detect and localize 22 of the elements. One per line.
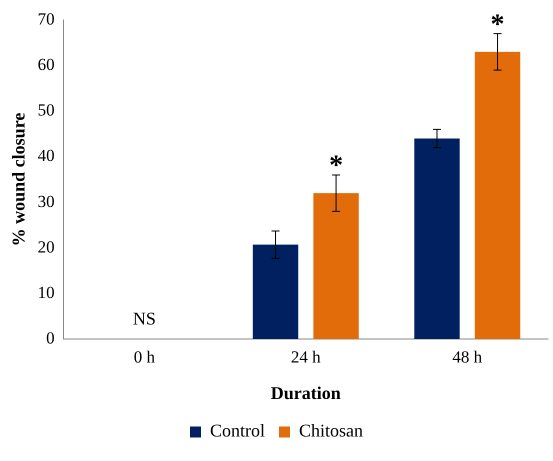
x-axis-title: Duration: [270, 382, 341, 403]
y-tick-label: 20: [38, 237, 55, 256]
bar: [313, 193, 359, 339]
y-axis-title: % wound closure: [8, 112, 28, 246]
y-tick-label: 60: [38, 55, 55, 74]
y-tick-label: 30: [38, 192, 55, 211]
bar: [414, 138, 460, 339]
y-tick-label: 10: [38, 282, 55, 302]
legend-label: Control: [210, 420, 266, 441]
legend-label: Chitosan: [299, 420, 364, 441]
y-tick-label: 40: [38, 146, 55, 166]
x-tick-label: 24 h: [290, 348, 322, 367]
y-tick-label: 0: [46, 328, 55, 348]
y-tick-label: 50: [38, 100, 55, 120]
bar: [252, 244, 298, 339]
annotation: *: [329, 150, 344, 182]
annotation: NS: [132, 308, 156, 329]
x-tick-label: 48 h: [452, 348, 483, 367]
bar: [474, 52, 520, 339]
y-tick-label: 70: [38, 9, 55, 28]
annotation: *: [490, 8, 505, 40]
x-tick-label: 0 h: [134, 348, 156, 367]
